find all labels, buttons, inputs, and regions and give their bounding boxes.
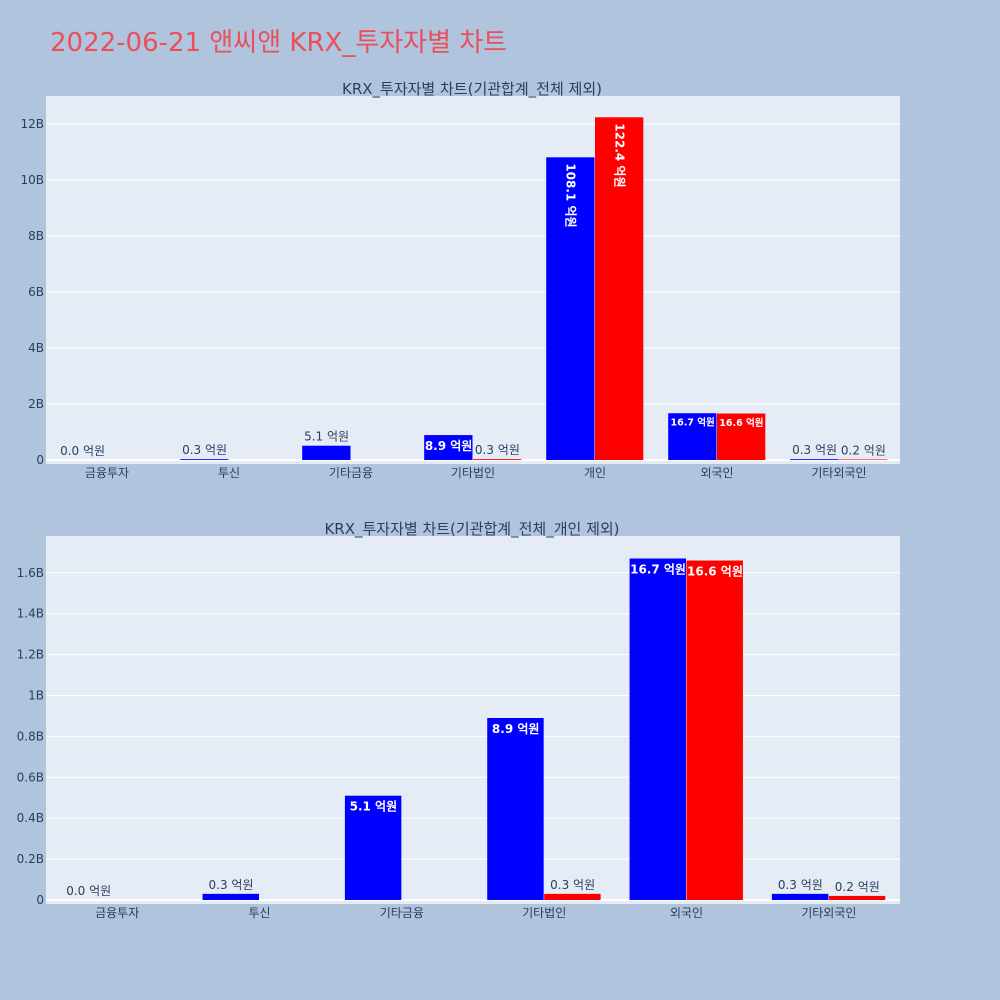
bar bbox=[686, 560, 743, 900]
bar bbox=[668, 413, 717, 460]
chart-title: KRX_투자자별 차트(기관합계_전체 제외) bbox=[342, 80, 602, 99]
y-tick-label: 8B bbox=[28, 229, 44, 243]
bar-value-label: 0.3 억원 bbox=[792, 443, 837, 457]
bar bbox=[180, 459, 229, 460]
bar-value-label: 0.0 억원 bbox=[66, 884, 111, 898]
page-title: 2022-06-21 앤씨앤 KRX_투자자별 차트 bbox=[50, 28, 508, 58]
y-tick-label: 1.6B bbox=[17, 566, 44, 580]
y-tick-label: 0.8B bbox=[17, 729, 44, 743]
bar-value-label: 0.3 억원 bbox=[778, 878, 823, 892]
bar-value-label: 5.1 억원 bbox=[304, 430, 349, 444]
bar-value-label: 0.2 억원 bbox=[841, 443, 886, 457]
y-tick-label: 0 bbox=[36, 893, 44, 907]
bar-value-label: 0.3 억원 bbox=[209, 878, 254, 892]
x-tick-label: 외국인 bbox=[670, 906, 703, 920]
y-tick-label: 6B bbox=[28, 285, 44, 299]
plot-area bbox=[46, 96, 900, 464]
bar-value-label: 8.9 억원 bbox=[492, 722, 540, 736]
chart-2: 0 0.2B 0.4B 0.6B 0.8B 1B 1.2B 1.4B 1.6B KRX_투자자별 … bbox=[17, 520, 900, 920]
y-tick-label: 4B bbox=[28, 341, 44, 355]
bar-value-label: 16.6 억원 bbox=[719, 417, 763, 429]
x-tick-label: 기타금융 bbox=[329, 466, 373, 480]
bar bbox=[717, 413, 766, 460]
x-tick-label: 투신 bbox=[248, 906, 270, 920]
x-tick-label: 기타외국인 bbox=[811, 466, 866, 480]
y-tick-label: 0 bbox=[36, 453, 44, 467]
bar-value-label: 16.6 억원 bbox=[687, 565, 743, 579]
bar bbox=[629, 558, 686, 900]
x-tick-label: 기타법인 bbox=[451, 466, 495, 480]
bar-value-label: 16.7 억원 bbox=[630, 562, 686, 576]
bar-value-label: 8.9 억원 bbox=[425, 439, 473, 453]
y-tick-label: 1.4B bbox=[17, 607, 44, 621]
bar-value-label: 0.3 억원 bbox=[475, 443, 520, 457]
bar bbox=[771, 893, 829, 900]
bar-value-label: 0.3 억원 bbox=[182, 443, 227, 457]
bar bbox=[302, 445, 351, 460]
y-tick-label: 12B bbox=[20, 117, 44, 131]
y-tick-label: 1B bbox=[28, 689, 44, 703]
x-tick-label: 기타외국인 bbox=[801, 906, 856, 920]
y-tick-label: 0.6B bbox=[17, 770, 44, 784]
bar bbox=[595, 117, 644, 460]
bar-value-label: 122.4 억원 bbox=[612, 123, 626, 187]
x-tick-label: 기타금융 bbox=[380, 906, 424, 920]
x-tick-label: 개인 bbox=[584, 466, 606, 480]
bar bbox=[839, 459, 888, 460]
bar bbox=[424, 435, 473, 460]
bar bbox=[790, 459, 839, 460]
bar bbox=[487, 718, 544, 900]
chart-title: KRX_투자자별 차트(기관합계_전체_개인 제외) bbox=[324, 520, 619, 539]
y-tick-label: 0.4B bbox=[17, 811, 44, 825]
x-tick-label: 투신 bbox=[218, 466, 240, 480]
bar-value-label: 5.1 억원 bbox=[350, 800, 398, 814]
plot-area bbox=[46, 536, 900, 904]
y-tick-label: 10B bbox=[20, 173, 44, 187]
bar-value-label: 0.2 억원 bbox=[835, 880, 880, 894]
bar bbox=[828, 895, 886, 900]
bar-value-label: 16.7 억원 bbox=[670, 417, 714, 429]
bar-value-label: 108.1 억원 bbox=[564, 163, 578, 227]
bar bbox=[473, 459, 522, 460]
bar bbox=[546, 157, 595, 460]
x-tick-label: 금융투자 bbox=[95, 906, 139, 920]
x-tick-label: 기타법인 bbox=[522, 906, 566, 920]
y-tick-label: 1.2B bbox=[17, 648, 44, 662]
y-tick-label: 0.2B bbox=[17, 852, 44, 866]
chart-1: 0 2B 4B 6B 8B 10B 12B KRX_투자자별 차트(기관합계_전체 제외) 금융… bbox=[20, 80, 900, 480]
bar bbox=[344, 795, 402, 900]
bar bbox=[202, 893, 259, 900]
bar-value-label: 0.0 억원 bbox=[60, 444, 105, 458]
bar bbox=[544, 893, 601, 900]
bar-value-label: 0.3 억원 bbox=[550, 878, 595, 892]
y-tick-label: 2B bbox=[28, 397, 44, 411]
x-tick-label: 외국인 bbox=[700, 466, 733, 480]
x-tick-label: 금융투자 bbox=[85, 466, 129, 480]
